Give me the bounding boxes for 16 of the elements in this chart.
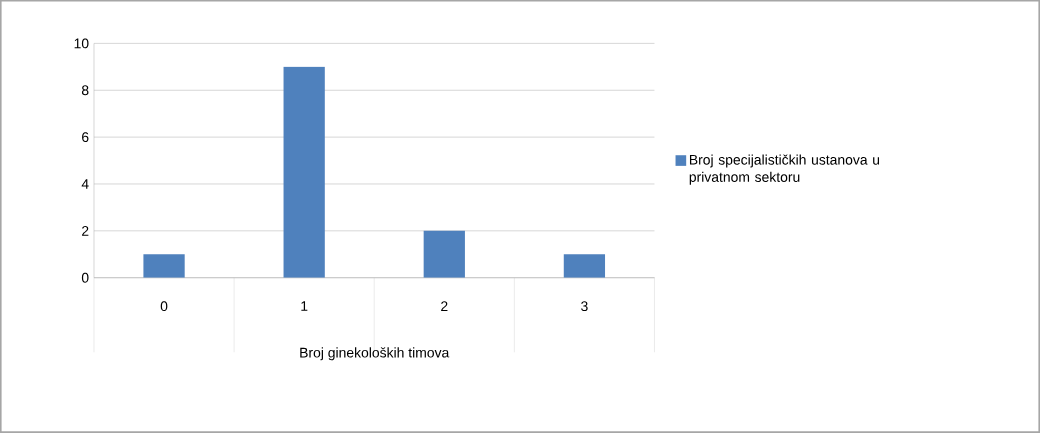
y-tick-label: 2 xyxy=(82,226,89,236)
legend-label: Broj specijalističkih ustanova u privatnom sektoru xyxy=(689,154,880,185)
bar xyxy=(283,66,325,278)
y-tick-label: 10 xyxy=(74,38,89,49)
x-tick-label: 3 xyxy=(581,301,588,312)
bar xyxy=(143,254,185,278)
y-tick-label: 8 xyxy=(81,85,89,96)
y-tick-label: 4 xyxy=(81,179,89,189)
x-tick-label: 1 xyxy=(301,301,308,311)
x-tick-label: 2 xyxy=(441,301,448,311)
y-tick-label: 0 xyxy=(81,272,89,283)
bar xyxy=(563,254,606,278)
y-tick-label: 6 xyxy=(82,132,89,143)
x-tick-label: 0 xyxy=(160,301,168,312)
bar xyxy=(423,230,465,278)
x-axis-title: Broj ginekoloških timova xyxy=(300,347,450,361)
